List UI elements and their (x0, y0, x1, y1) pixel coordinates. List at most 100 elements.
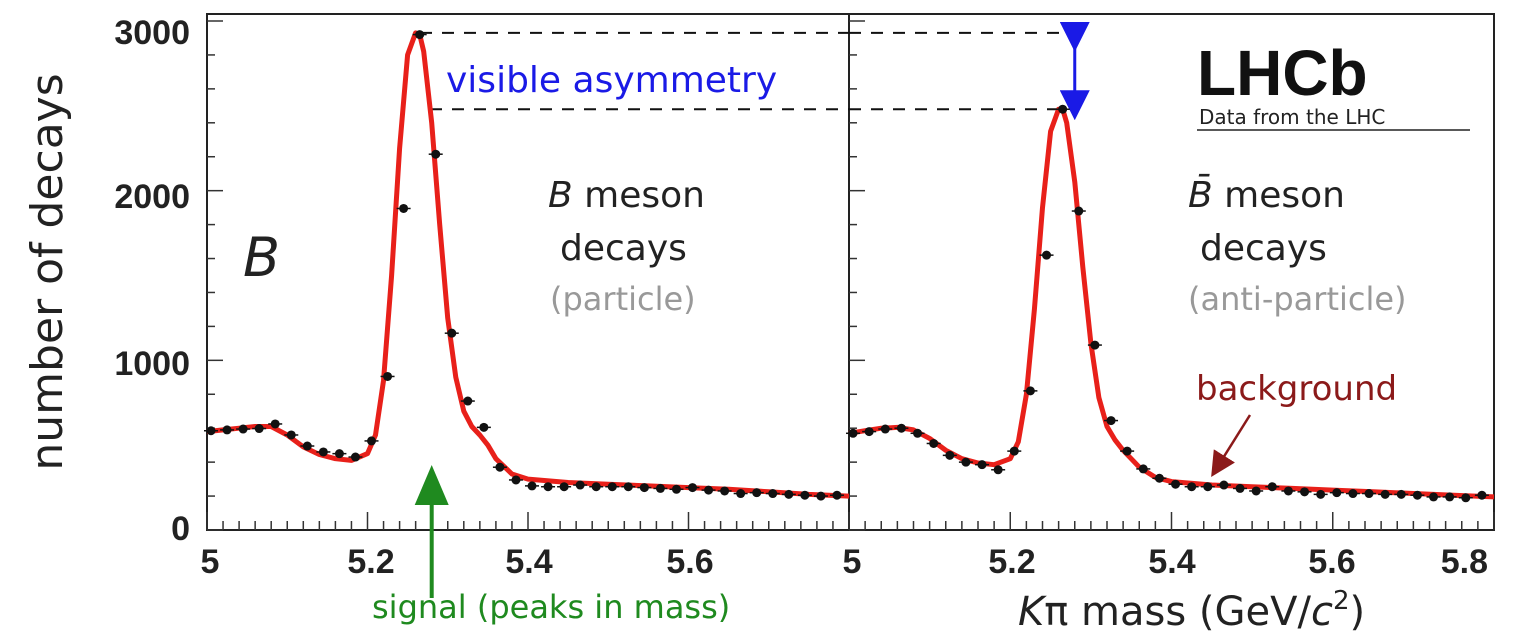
data-point (350, 452, 360, 462)
lhcb-logo-subtitle: Data from the LHC (1199, 105, 1385, 129)
data-point (383, 371, 393, 381)
data-point (1074, 206, 1084, 216)
data-point (1138, 464, 1148, 474)
data-point (639, 483, 649, 493)
x-tick-label-right-5.4: 5.4 (1148, 543, 1195, 581)
data-point (977, 460, 987, 470)
data-point (431, 149, 441, 159)
data-point (1283, 486, 1293, 496)
data-point (1235, 483, 1245, 493)
data-point (848, 428, 858, 438)
asymmetry-label: visible asymmetry (446, 60, 777, 101)
data-point (543, 482, 553, 492)
y-tick-label-0: 0 (171, 510, 190, 548)
y-axis-label: number of decays (22, 73, 73, 470)
background-label: background (1196, 369, 1397, 409)
data-point (1477, 490, 1487, 500)
x-tick-label-right-5: 5 (843, 543, 862, 581)
data-point (1445, 492, 1455, 502)
data-point (1009, 446, 1019, 456)
data-point (495, 462, 505, 472)
data-point (752, 488, 762, 498)
data-point (1332, 488, 1342, 498)
signal-label: signal (peaks in mass) (372, 588, 730, 626)
data-point (896, 423, 906, 433)
data-point (447, 328, 457, 338)
data-point (270, 419, 280, 429)
left-panel-title-line2: decays (560, 228, 687, 269)
data-point (1106, 416, 1116, 426)
data-point (479, 422, 489, 432)
data-point (1171, 479, 1181, 489)
y-tick-label-1000: 1000 (114, 345, 190, 383)
background-arrow (1211, 414, 1252, 478)
data-point (720, 486, 730, 496)
data-point (945, 450, 955, 460)
data-point (1122, 446, 1132, 456)
data-point (1058, 104, 1068, 114)
data-point (913, 428, 923, 438)
x-tick-label-right-5.2: 5.2 (988, 543, 1035, 581)
data-point (559, 482, 569, 492)
y-tick-label-2000: 2000 (114, 178, 190, 216)
data-point (318, 447, 328, 457)
right-panel-title: B̄ meson (1188, 173, 1345, 216)
data-point (671, 484, 681, 494)
right-panel-subtitle: (anti-particle) (1188, 280, 1407, 318)
x-tick-label-right-5.8: 5.8 (1441, 543, 1488, 581)
data-point (1412, 490, 1422, 500)
left-panel-title: B meson (548, 175, 705, 216)
data-point (961, 457, 971, 467)
data-point (655, 483, 665, 493)
data-point (688, 483, 698, 493)
data-point (286, 430, 296, 440)
data-point (1154, 473, 1164, 483)
left-panel-symbol: B (243, 226, 280, 289)
data-point (736, 489, 746, 499)
data-point (367, 436, 377, 446)
fit-curve-particle (206, 30, 850, 499)
data-point (302, 441, 312, 451)
data-point (1300, 487, 1310, 497)
data-point (832, 490, 842, 500)
data-point (1042, 250, 1052, 260)
data-point (1380, 489, 1390, 499)
data-point (1364, 489, 1374, 499)
data-point (463, 396, 473, 406)
data-point (623, 482, 633, 492)
lhcb-logo-text: LHCb (1197, 37, 1368, 109)
data-point (1396, 489, 1406, 499)
data-point (1348, 489, 1358, 499)
data-point (511, 475, 521, 485)
data-point (1090, 340, 1100, 350)
left-panel-subtitle: (particle) (550, 280, 696, 318)
x-tick-label-right-5.6: 5.6 (1308, 543, 1355, 581)
data-point (527, 481, 537, 491)
x-tick-label-left-5.2: 5.2 (347, 543, 394, 581)
data-point (768, 489, 778, 499)
data-point (1203, 482, 1213, 492)
data-point (1461, 493, 1471, 503)
data-point (1267, 482, 1277, 492)
data-point (816, 491, 826, 501)
data-point (607, 482, 617, 492)
data-point (784, 489, 794, 499)
data-point (238, 424, 248, 434)
right-panel-title-line2: decays (1200, 228, 1327, 269)
data-point (1219, 480, 1229, 490)
data-point (929, 438, 939, 448)
data-point (575, 480, 585, 490)
data-point (334, 449, 344, 459)
data-point (206, 426, 216, 436)
x-tick-label-left-5: 5 (201, 543, 220, 581)
x-tick-label-left-5.4: 5.4 (505, 543, 552, 581)
data-point (591, 482, 601, 492)
data-point (1316, 489, 1326, 499)
data-point (1025, 386, 1035, 396)
x-axis-label: Kπ mass (GeV/c2) (1018, 586, 1365, 635)
y-tick-label-3000: 3000 (114, 14, 190, 52)
data-point (880, 424, 890, 434)
data-point (864, 427, 874, 437)
data-point (1187, 482, 1197, 492)
